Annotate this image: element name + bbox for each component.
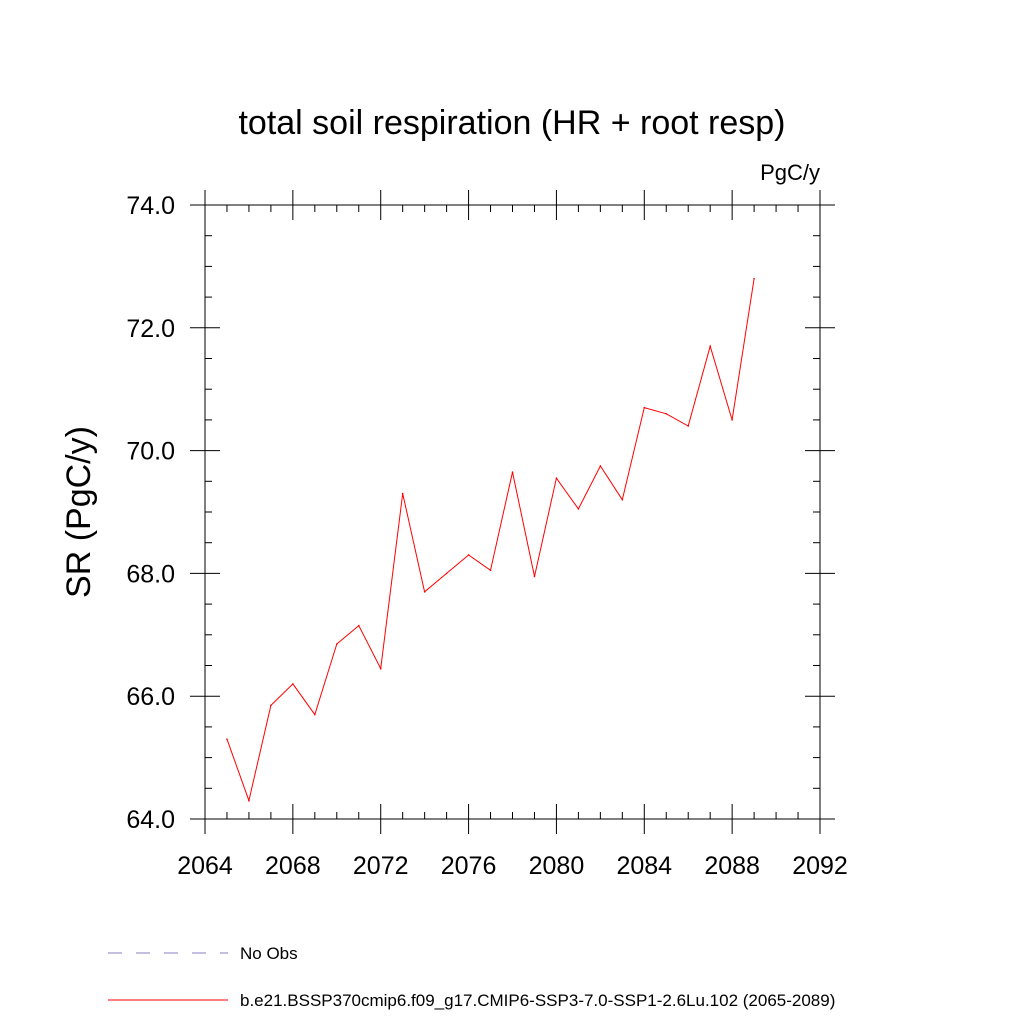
data-point bbox=[379, 667, 382, 670]
chart-title: total soil respiration (HR + root resp) bbox=[238, 104, 785, 142]
y-tick-label: 74.0 bbox=[126, 192, 175, 220]
legend: No Obs b.e21.BSSP370cmip6.f09_g17.CMIP6-… bbox=[108, 944, 835, 1010]
data-point bbox=[248, 799, 250, 802]
data-point bbox=[489, 569, 492, 572]
y-tick-label: 64.0 bbox=[126, 806, 175, 834]
x-tick-label: 2092 bbox=[792, 852, 848, 880]
legend-label-no-obs: No Obs bbox=[240, 944, 298, 963]
data-point bbox=[555, 477, 558, 480]
data-point bbox=[599, 465, 602, 467]
data-point bbox=[401, 492, 404, 495]
y-tick-label: 68.0 bbox=[126, 560, 175, 588]
data-point bbox=[270, 704, 272, 707]
data-point bbox=[226, 738, 228, 740]
y-tick-label: 72.0 bbox=[126, 315, 175, 343]
data-point bbox=[533, 575, 536, 578]
data-point bbox=[621, 498, 624, 501]
data-point bbox=[511, 471, 514, 473]
data-point bbox=[357, 624, 360, 627]
data-point bbox=[292, 683, 294, 685]
x-tick-label: 2084 bbox=[616, 852, 672, 880]
data-point bbox=[709, 345, 711, 348]
data-point bbox=[665, 412, 668, 415]
y-tick-label: 66.0 bbox=[126, 683, 175, 711]
series-line-0 bbox=[226, 278, 755, 803]
y-tick-label: 70.0 bbox=[126, 438, 175, 466]
x-tick-label: 2068 bbox=[265, 852, 321, 880]
data-point bbox=[731, 419, 733, 421]
data-point bbox=[335, 643, 338, 645]
legend-label-model: b.e21.BSSP370cmip6.f09_g17.CMIP6-SSP3-7.… bbox=[240, 991, 835, 1010]
axis-ticks bbox=[190, 190, 835, 834]
x-tick-label: 2080 bbox=[529, 852, 585, 880]
x-tick-label: 2088 bbox=[704, 852, 760, 880]
units-label: PgC/y bbox=[760, 160, 820, 185]
plot-frame bbox=[204, 204, 821, 820]
data-point bbox=[423, 591, 426, 593]
y-axis-label: SR (PgC/y) bbox=[60, 426, 98, 598]
data-point bbox=[467, 554, 470, 556]
data-point bbox=[643, 406, 646, 409]
x-tick-label: 2064 bbox=[177, 852, 233, 880]
data-point bbox=[445, 572, 448, 575]
x-tick-label: 2076 bbox=[441, 852, 497, 880]
data-point bbox=[687, 425, 690, 427]
tick-labels: 2064 2068 2072 2076 2080 2084 2088 2092 64.0 66.0… bbox=[126, 192, 847, 880]
series-layer bbox=[226, 277, 755, 803]
data-point bbox=[753, 277, 755, 280]
x-tick-label: 2072 bbox=[353, 852, 409, 880]
data-point bbox=[577, 508, 580, 510]
data-point bbox=[314, 713, 316, 716]
